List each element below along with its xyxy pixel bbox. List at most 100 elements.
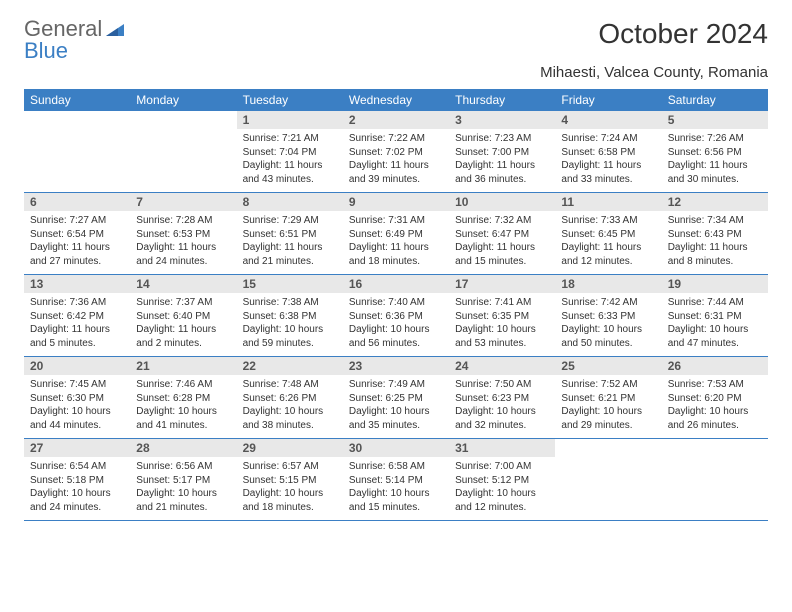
day-number: 16 [343,275,449,293]
sunrise-text: Sunrise: 7:53 AM [668,378,762,392]
day-data: Sunrise: 7:23 AMSunset: 7:00 PMDaylight:… [449,129,555,192]
daylight-text: Daylight: 11 hours and 18 minutes. [349,241,443,268]
sunrise-text: Sunrise: 6:57 AM [243,460,337,474]
sunrise-text: Sunrise: 7:27 AM [30,214,124,228]
day-data: Sunrise: 7:40 AMSunset: 6:36 PMDaylight:… [343,293,449,356]
day-number: 31 [449,439,555,457]
daylight-text: Daylight: 11 hours and 30 minutes. [668,159,762,186]
sunset-text: Sunset: 7:02 PM [349,146,443,160]
day-data: Sunrise: 7:53 AMSunset: 6:20 PMDaylight:… [662,375,768,438]
calendar-day-cell: 15Sunrise: 7:38 AMSunset: 6:38 PMDayligh… [237,275,343,357]
day-data: Sunrise: 7:31 AMSunset: 6:49 PMDaylight:… [343,211,449,274]
calendar-day-cell [130,111,236,193]
daylight-text: Daylight: 10 hours and 29 minutes. [561,405,655,432]
day-number: 7 [130,193,236,211]
day-data: Sunrise: 7:36 AMSunset: 6:42 PMDaylight:… [24,293,130,356]
daylight-text: Daylight: 10 hours and 15 minutes. [349,487,443,514]
sunrise-text: Sunrise: 6:58 AM [349,460,443,474]
calendar-day-cell: 11Sunrise: 7:33 AMSunset: 6:45 PMDayligh… [555,193,661,275]
calendar-day-cell [24,111,130,193]
sunset-text: Sunset: 6:42 PM [30,310,124,324]
sunrise-text: Sunrise: 7:34 AM [668,214,762,228]
day-data: Sunrise: 7:34 AMSunset: 6:43 PMDaylight:… [662,211,768,274]
sunset-text: Sunset: 6:35 PM [455,310,549,324]
day-number: 25 [555,357,661,375]
sunrise-text: Sunrise: 7:36 AM [30,296,124,310]
day-number: 19 [662,275,768,293]
calendar-week-row: 20Sunrise: 7:45 AMSunset: 6:30 PMDayligh… [24,357,768,439]
day-data: Sunrise: 7:22 AMSunset: 7:02 PMDaylight:… [343,129,449,192]
calendar-week-row: 1Sunrise: 7:21 AMSunset: 7:04 PMDaylight… [24,111,768,193]
sunrise-text: Sunrise: 7:31 AM [349,214,443,228]
sunrise-text: Sunrise: 7:44 AM [668,296,762,310]
calendar-week-row: 27Sunrise: 6:54 AMSunset: 5:18 PMDayligh… [24,439,768,521]
day-number: 12 [662,193,768,211]
calendar-day-cell: 7Sunrise: 7:28 AMSunset: 6:53 PMDaylight… [130,193,236,275]
logo: GeneralBlue [24,18,124,62]
weekday-header: Wednesday [343,89,449,111]
daylight-text: Daylight: 11 hours and 24 minutes. [136,241,230,268]
day-number: 18 [555,275,661,293]
day-data: Sunrise: 7:33 AMSunset: 6:45 PMDaylight:… [555,211,661,274]
day-data: Sunrise: 7:52 AMSunset: 6:21 PMDaylight:… [555,375,661,438]
calendar-day-cell [662,439,768,521]
day-data: Sunrise: 7:45 AMSunset: 6:30 PMDaylight:… [24,375,130,438]
sunrise-text: Sunrise: 7:26 AM [668,132,762,146]
sunrise-text: Sunrise: 7:32 AM [455,214,549,228]
calendar-day-cell: 9Sunrise: 7:31 AMSunset: 6:49 PMDaylight… [343,193,449,275]
daylight-text: Daylight: 11 hours and 27 minutes. [30,241,124,268]
day-number: 26 [662,357,768,375]
day-data: Sunrise: 7:50 AMSunset: 6:23 PMDaylight:… [449,375,555,438]
sunset-text: Sunset: 6:38 PM [243,310,337,324]
sunset-text: Sunset: 6:56 PM [668,146,762,160]
sunrise-text: Sunrise: 7:48 AM [243,378,337,392]
sunset-text: Sunset: 6:28 PM [136,392,230,406]
calendar-day-cell: 1Sunrise: 7:21 AMSunset: 7:04 PMDaylight… [237,111,343,193]
page-title: October 2024 [598,18,768,50]
sunset-text: Sunset: 6:26 PM [243,392,337,406]
daylight-text: Daylight: 11 hours and 5 minutes. [30,323,124,350]
sunrise-text: Sunrise: 7:50 AM [455,378,549,392]
daylight-text: Daylight: 10 hours and 56 minutes. [349,323,443,350]
sunset-text: Sunset: 6:53 PM [136,228,230,242]
day-data: Sunrise: 7:42 AMSunset: 6:33 PMDaylight:… [555,293,661,356]
sunset-text: Sunset: 5:12 PM [455,474,549,488]
sunset-text: Sunset: 6:21 PM [561,392,655,406]
calendar-day-cell: 28Sunrise: 6:56 AMSunset: 5:17 PMDayligh… [130,439,236,521]
logo-triangle-icon [104,18,124,40]
daylight-text: Daylight: 11 hours and 8 minutes. [668,241,762,268]
daylight-text: Daylight: 10 hours and 32 minutes. [455,405,549,432]
calendar-day-cell: 2Sunrise: 7:22 AMSunset: 7:02 PMDaylight… [343,111,449,193]
day-number: 29 [237,439,343,457]
daylight-text: Daylight: 10 hours and 18 minutes. [243,487,337,514]
sunrise-text: Sunrise: 7:21 AM [243,132,337,146]
sunrise-text: Sunrise: 7:33 AM [561,214,655,228]
daylight-text: Daylight: 10 hours and 35 minutes. [349,405,443,432]
day-number: 30 [343,439,449,457]
day-number: 9 [343,193,449,211]
sunrise-text: Sunrise: 7:46 AM [136,378,230,392]
calendar-day-cell: 10Sunrise: 7:32 AMSunset: 6:47 PMDayligh… [449,193,555,275]
day-data: Sunrise: 7:21 AMSunset: 7:04 PMDaylight:… [237,129,343,192]
calendar-day-cell: 16Sunrise: 7:40 AMSunset: 6:36 PMDayligh… [343,275,449,357]
day-data: Sunrise: 7:37 AMSunset: 6:40 PMDaylight:… [130,293,236,356]
daylight-text: Daylight: 10 hours and 24 minutes. [30,487,124,514]
sunrise-text: Sunrise: 7:29 AM [243,214,337,228]
calendar-day-cell: 24Sunrise: 7:50 AMSunset: 6:23 PMDayligh… [449,357,555,439]
day-data: Sunrise: 7:41 AMSunset: 6:35 PMDaylight:… [449,293,555,356]
calendar-day-cell [555,439,661,521]
weekday-header: Tuesday [237,89,343,111]
day-data: Sunrise: 7:44 AMSunset: 6:31 PMDaylight:… [662,293,768,356]
day-number: 1 [237,111,343,129]
day-number: 20 [24,357,130,375]
day-number: 8 [237,193,343,211]
day-data: Sunrise: 6:57 AMSunset: 5:15 PMDaylight:… [237,457,343,520]
day-number: 15 [237,275,343,293]
day-number: 13 [24,275,130,293]
day-data: Sunrise: 7:24 AMSunset: 6:58 PMDaylight:… [555,129,661,192]
day-number: 11 [555,193,661,211]
calendar-day-cell: 26Sunrise: 7:53 AMSunset: 6:20 PMDayligh… [662,357,768,439]
sunrise-text: Sunrise: 7:00 AM [455,460,549,474]
sunset-text: Sunset: 6:30 PM [30,392,124,406]
sunset-text: Sunset: 6:54 PM [30,228,124,242]
